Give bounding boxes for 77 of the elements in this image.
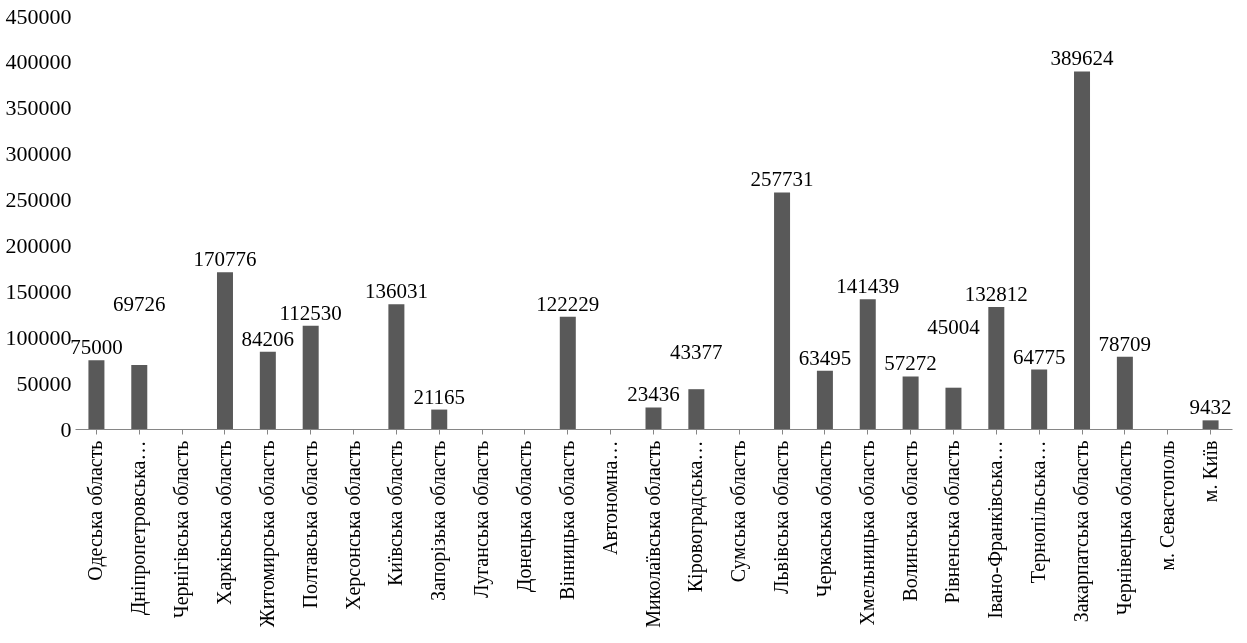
data-label: 122229 [536, 291, 600, 316]
y-tick-label: 350000 [5, 95, 72, 121]
bar [645, 407, 662, 429]
bar [1116, 356, 1133, 429]
bar [774, 192, 791, 429]
x-tick-label: Кіровоградська… [684, 440, 708, 593]
x-tick-label: Сумська область [727, 440, 751, 583]
bar [816, 370, 833, 429]
y-tick-label: 300000 [5, 141, 72, 167]
data-label: 69726 [113, 292, 166, 317]
x-tick-label: Одеська область [84, 440, 108, 581]
data-label: 389624 [1050, 46, 1115, 71]
data-label: 64775 [1012, 344, 1066, 369]
y-tick-label: 450000 [5, 3, 72, 29]
y-tick-label: 150000 [5, 278, 72, 304]
x-tick-label: Волинська область [898, 440, 921, 602]
x-tick-label: Чернівецька область [1112, 440, 1136, 616]
x-tick-label: Вінницька область [555, 440, 579, 600]
data-label: 84206 [241, 326, 295, 351]
y-tick-label: 250000 [5, 187, 72, 213]
x-tick-label: Закарпатська область [1070, 440, 1094, 623]
data-label: 257731 [750, 167, 814, 192]
x-tick-label: м. Севастополь [1155, 440, 1178, 571]
bar [1074, 71, 1091, 429]
x-tick-label: Хмельницька область [855, 440, 879, 626]
x-tick-label: Дніпропетровська… [127, 440, 151, 616]
x-tick-label: Луганська область [470, 440, 494, 598]
bar [945, 387, 962, 429]
data-label: 78709 [1098, 331, 1152, 356]
x-tick-label: Київська область [384, 440, 407, 586]
data-label: 9432 [1189, 395, 1232, 420]
data-label: 57272 [884, 351, 937, 376]
x-tick-label: Автономна… [598, 440, 621, 555]
data-label: 43377 [670, 340, 723, 365]
bar [216, 272, 233, 429]
y-tick-label: 400000 [5, 49, 72, 75]
bar [559, 316, 576, 429]
x-tick-label: м. Київ [1198, 440, 1221, 503]
bar [88, 360, 105, 429]
x-tick-label: Черкаська область [812, 440, 836, 598]
bar [988, 307, 1005, 429]
bar [1031, 369, 1048, 429]
data-label: 136031 [364, 279, 428, 304]
x-tick-label: Херсонська область [341, 440, 365, 610]
y-tick-label: 50000 [16, 370, 72, 396]
y-tick-label: 100000 [5, 324, 72, 350]
data-label: 141439 [836, 274, 900, 299]
x-tick-label: Тернопільська… [1027, 440, 1051, 584]
x-tick-label: Івано-Франківська… [984, 440, 1008, 619]
x-tick-label: Полтавська область [298, 440, 321, 609]
x-tick-label: Рівненська область [941, 440, 964, 604]
bar [431, 409, 448, 429]
x-tick-label: Житомирська область [255, 440, 279, 628]
x-tick-label: Миколаївська область [641, 440, 664, 628]
x-tick-label: Запорізька область [427, 440, 451, 601]
x-tick-label: Донецька область [512, 440, 536, 593]
x-tick-label: Львівська область [770, 440, 793, 595]
bar [859, 299, 876, 429]
data-label: 63495 [798, 345, 852, 370]
bar [688, 389, 705, 429]
bar [302, 325, 319, 429]
x-tick-label: Харківська область [212, 440, 236, 605]
data-label: 170776 [193, 247, 257, 272]
data-label: 45004 [927, 314, 981, 339]
bar [902, 376, 919, 429]
data-label: 112530 [279, 300, 342, 325]
bar [388, 304, 405, 429]
bar [1202, 420, 1219, 429]
bar [131, 365, 148, 429]
data-label: 21165 [413, 384, 466, 409]
data-label: 75000 [70, 335, 123, 360]
data-label: 132812 [964, 282, 1028, 307]
data-label: 23436 [627, 382, 680, 407]
bar [259, 351, 276, 429]
x-tick-label: Чернігівська область [170, 440, 194, 619]
y-tick-label: 0 [60, 416, 72, 442]
y-tick-label: 200000 [5, 232, 72, 258]
